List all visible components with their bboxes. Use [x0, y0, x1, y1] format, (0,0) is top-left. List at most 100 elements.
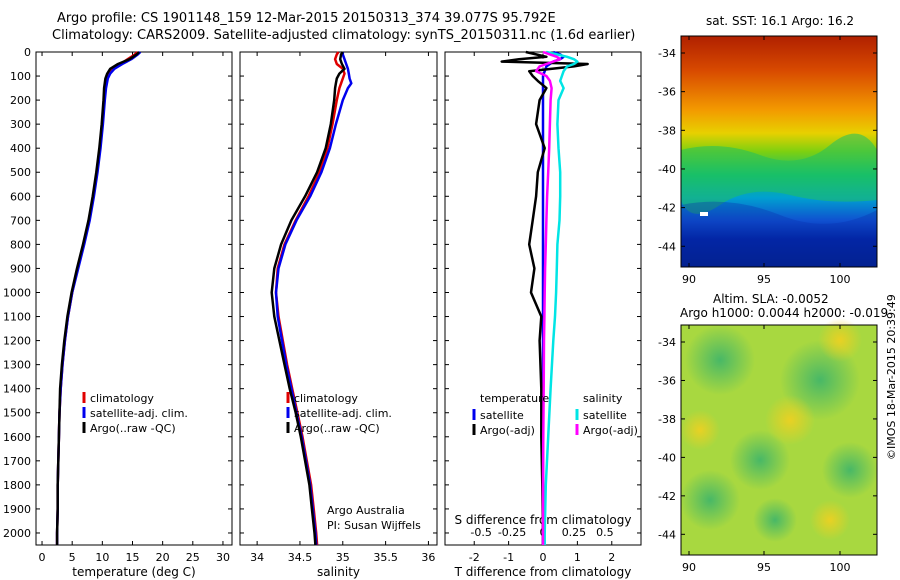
depth-tick-label: 800 — [10, 238, 31, 251]
lon-tick-label: 100 — [830, 561, 851, 574]
sla-low-anomaly — [730, 430, 790, 490]
lat-tick-label: -44 — [658, 528, 676, 541]
depth-tick-label: 400 — [10, 142, 31, 155]
imos-timestamp: ©IMOS 18-Mar-2015 20:39:49 — [885, 294, 898, 460]
depth-tick-label: 0 — [24, 46, 31, 59]
sla-high-anomaly — [680, 410, 720, 450]
depth-tick-label: 1800 — [3, 479, 31, 492]
legend-label: climatology — [90, 392, 154, 405]
sla-low-anomaly — [685, 325, 755, 395]
lon-tick-label: 90 — [682, 561, 696, 574]
legend-label: Argo(-adj) — [480, 424, 535, 437]
lat-tick-label: -36 — [658, 86, 676, 99]
temperature-xlabel: temperature (deg C) — [72, 565, 195, 579]
lat-tick-label: -40 — [658, 451, 676, 464]
difference-series-argo — [500, 50, 589, 545]
depth-tick-label: 1000 — [3, 286, 31, 299]
salinity-xlabel: salinity — [317, 565, 360, 579]
sla-low-anomaly — [680, 470, 740, 530]
x-tick-label: 10 — [95, 551, 109, 564]
sst-map — [680, 35, 878, 268]
lon-tick-label: 100 — [830, 273, 851, 286]
depth-tick-label: 1900 — [3, 503, 31, 516]
temperature-panel: 0100200300400500600700800900100011001200… — [3, 46, 233, 579]
x-tick-label: 5 — [69, 551, 76, 564]
lon-tick-label: 95 — [757, 273, 771, 286]
annotation-text: Argo Australia — [327, 504, 405, 517]
x-tick-label: -2 — [469, 551, 480, 564]
sla-map-title-line2: Argo h1000: 0.0044 h2000: -0.019 — [680, 306, 889, 320]
temperature-frame — [35, 51, 233, 546]
depth-tick-label: 300 — [10, 118, 31, 131]
x-tick-label: 0 — [540, 551, 547, 564]
argo-position-marker — [700, 212, 708, 216]
depth-tick-label: 500 — [10, 166, 31, 179]
depth-tick-label: 1500 — [3, 407, 31, 420]
figure-title-line2: Climatology: CARS2009. Satellite-adjuste… — [52, 28, 636, 43]
salinity-panel: 34 34.5 35 35.5 36 salinity climatology satelli… — [239, 51, 438, 579]
lat-tick-label: -42 — [658, 490, 676, 503]
s-diff-tick-label: -0.25 — [498, 526, 526, 539]
annotation-text: PI: Susan Wijffels — [327, 519, 421, 532]
lon-tick-label: 95 — [757, 561, 771, 574]
legend-label: Argo(..raw -QC) — [90, 422, 176, 435]
depth-tick-label: 1700 — [3, 455, 31, 468]
x-tick-label: 20 — [156, 551, 170, 564]
lat-tick-label: -36 — [658, 374, 676, 387]
x-tick-label: 15 — [125, 551, 139, 564]
depth-tick-label: 100 — [10, 70, 31, 83]
difference-series-magenta — [534, 50, 562, 545]
sst-front — [681, 133, 877, 214]
depth-tick-label: 200 — [10, 94, 31, 107]
x-tick-label: 35 — [336, 551, 350, 564]
depth-tick-label: 2000 — [3, 527, 31, 540]
temperature-series-argo — [55, 51, 140, 545]
lat-tick-label: -38 — [658, 413, 676, 426]
x-tick-label: 36 — [421, 551, 435, 564]
sst-map-title: sat. SST: 16.1 Argo: 16.2 — [706, 14, 855, 28]
legend-label: Argo(-adj) — [583, 424, 638, 437]
difference-series-cyan — [543, 50, 579, 545]
lat-tick-label: -38 — [658, 124, 676, 137]
x-tick-label: 1 — [574, 551, 581, 564]
x-tick-label: 0 — [39, 551, 46, 564]
legend-label: Argo(..raw -QC) — [294, 422, 380, 435]
lon-tick-label: 90 — [682, 273, 696, 286]
legend-label: satellite-adj. clim. — [90, 407, 188, 420]
sst-map-frame — [680, 35, 878, 268]
x-tick-label: -1 — [503, 551, 514, 564]
sst-cold-water — [681, 201, 877, 267]
legend-label: satellite-adj. clim. — [294, 407, 392, 420]
x-tick-label: 34 — [250, 551, 264, 564]
difference-panel: -2 -1 0 1 2T difference from climatology -0.5… — [444, 50, 642, 579]
s-diff-tick-label: -0.5 — [470, 526, 491, 539]
lat-tick-label: -34 — [658, 47, 676, 60]
x-tick-label: 2 — [608, 551, 615, 564]
legend-header-salinity: salinity — [583, 392, 623, 405]
legend-label: climatology — [294, 392, 358, 405]
sla-low-anomaly — [822, 442, 878, 498]
salinity-frame — [239, 51, 438, 546]
sla-high-anomaly — [818, 318, 862, 362]
depth-tick-label: 600 — [10, 190, 31, 203]
legend-header-temperature: temperature — [480, 392, 549, 405]
depth-tick-label: 900 — [10, 262, 31, 275]
x-tick-label: 35.5 — [373, 551, 398, 564]
depth-tick-label: 1100 — [3, 311, 31, 324]
x-tick-label: 30 — [216, 551, 230, 564]
difference-xlabel: T difference from climatology — [454, 565, 632, 579]
sla-map-frame — [680, 324, 878, 556]
legend-label: satellite — [583, 409, 627, 422]
depth-tick-label: 1600 — [3, 431, 31, 444]
sla-high-anomaly — [810, 500, 850, 540]
depth-tick-label: 1200 — [3, 335, 31, 348]
lat-tick-label: -34 — [658, 336, 676, 349]
lat-tick-label: -40 — [658, 163, 676, 176]
x-tick-label: 34.5 — [288, 551, 313, 564]
figure-title-line1: Argo profile: CS 1901148_159 12-Mar-2015… — [57, 11, 556, 26]
legend-label: satellite — [480, 409, 524, 422]
s-diff-tick-label: 0.25 — [562, 526, 587, 539]
lat-tick-label: -42 — [658, 202, 676, 215]
sla-map-title-line1: Altim. SLA: -0.0052 — [713, 292, 829, 306]
